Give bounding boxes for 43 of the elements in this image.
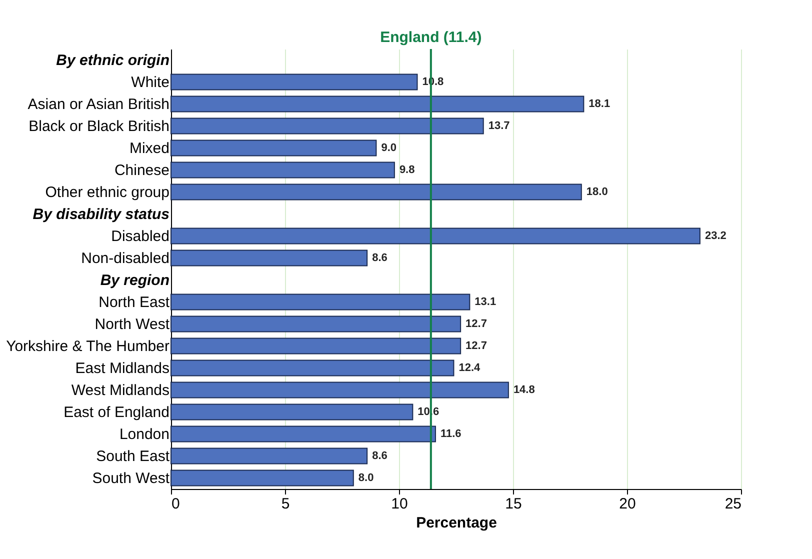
y-tick-label: North West <box>94 316 170 333</box>
data-label: 12.7 <box>466 318 487 330</box>
y-tick-label: West Midlands <box>71 382 170 399</box>
y-tick-label: Non-disabled <box>81 250 170 267</box>
data-label: 13.1 <box>474 296 496 308</box>
data-label: 8.6 <box>372 450 388 462</box>
data-label: 13.7 <box>488 120 510 132</box>
x-tick-label: 0 <box>172 496 180 512</box>
x-tick-label: 20 <box>619 496 636 512</box>
y-tick-label: Disabled <box>111 228 170 245</box>
y-tick-label: South East <box>96 448 170 465</box>
data-label: 14.8 <box>513 384 535 396</box>
y-tick-label: By ethnic origin <box>56 52 170 69</box>
y-tick-label: North East <box>98 294 170 311</box>
x-tick-label: 15 <box>505 496 522 512</box>
data-label: 11.6 <box>440 428 462 440</box>
y-tick-label: Yorkshire & The Humber <box>6 338 170 355</box>
y-tick-label: Black or Black British <box>28 118 170 135</box>
data-label: 8.0 <box>358 472 374 484</box>
data-label: 23.2 <box>704 230 726 242</box>
y-tick-label: East of England <box>64 404 170 421</box>
y-tick-label: By region <box>100 272 170 289</box>
y-tick-label: London <box>119 426 170 443</box>
y-tick-label: East Midlands <box>75 360 170 377</box>
x-tick-label: 10 <box>391 496 408 512</box>
y-tick-label: Mixed <box>129 140 170 157</box>
data-label: 18.0 <box>586 186 608 198</box>
x-axis-title: Percentage <box>416 514 497 532</box>
y-tick-label: White <box>131 74 170 91</box>
y-tick-label: Chinese <box>114 162 170 179</box>
data-label: 12.4 <box>458 362 482 374</box>
x-tick-label: 25 <box>724 496 742 512</box>
x-tick-label: 5 <box>281 496 290 512</box>
y-tick-label: South West <box>92 470 170 487</box>
y-tick-label: Asian or Asian British <box>28 96 170 113</box>
data-label: 8.6 <box>372 252 388 264</box>
y-tick-label: By disability status <box>32 206 170 223</box>
ref-line-label: England (11.4) <box>380 29 482 46</box>
data-label: 9.8 <box>399 164 415 176</box>
y-tick-label: Other ethnic group <box>45 184 170 201</box>
data-label: 12.7 <box>466 340 487 352</box>
data-label: 9.0 <box>381 142 396 154</box>
data-label: 18.1 <box>588 98 610 110</box>
